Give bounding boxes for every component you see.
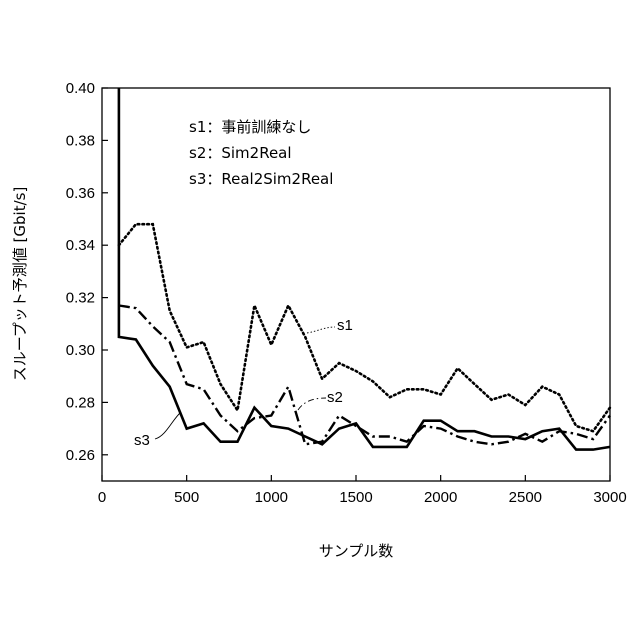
x-tick-label: 3000 xyxy=(593,489,626,506)
y-axis-title: スループット予測値 [Gbit/s] xyxy=(11,187,29,382)
y-tick-label: 0.32 xyxy=(66,290,95,307)
series-line-s2 xyxy=(118,304,611,446)
legend: s1：事前訓練なし s2：Sim2Real s3：Real2Sim2Real xyxy=(189,118,333,188)
y-tick-label: 0.30 xyxy=(66,342,95,359)
series-line-s3 xyxy=(117,88,611,451)
x-tick-label: 0 xyxy=(98,489,106,506)
x-tick-label: 1500 xyxy=(339,489,372,506)
callout-label-s2: s2 xyxy=(327,389,343,406)
legend-entry-s2: s2：Sim2Real xyxy=(189,144,292,162)
y-tick-label: 0.28 xyxy=(66,394,95,411)
y-axis: 0.26 0.28 0.30 0.32 0.34 0.36 0.38 0.40 xyxy=(66,80,108,464)
x-tick-label: 500 xyxy=(174,489,199,506)
callout-label-s1: s1 xyxy=(337,317,353,334)
x-axis-title: サンプル数 xyxy=(319,542,394,560)
series-line-s1 xyxy=(117,222,612,433)
y-tick-label: 0.40 xyxy=(66,80,95,97)
callout-leader-s1 xyxy=(306,326,336,334)
x-tick-label: 1000 xyxy=(255,489,288,506)
x-tick-label: 2500 xyxy=(509,489,542,506)
callout-label-s3: s3 xyxy=(134,432,150,449)
legend-entry-s1: s1：事前訓練なし xyxy=(189,118,311,136)
callouts: s1 s2 s3 xyxy=(134,317,353,449)
y-tick-label: 0.36 xyxy=(66,185,95,202)
y-tick-label: 0.34 xyxy=(66,237,95,254)
x-axis: 0 500 1000 1500 2000 2500 3000 xyxy=(98,475,627,506)
legend-entry-s3: s3：Real2Sim2Real xyxy=(189,170,333,188)
y-tick-label: 0.26 xyxy=(66,447,95,464)
series-layer xyxy=(117,88,612,451)
callout-leader-s3 xyxy=(154,411,182,440)
x-tick-label: 2000 xyxy=(424,489,457,506)
y-tick-label: 0.38 xyxy=(66,132,95,149)
callout-leader-s2 xyxy=(297,397,327,411)
